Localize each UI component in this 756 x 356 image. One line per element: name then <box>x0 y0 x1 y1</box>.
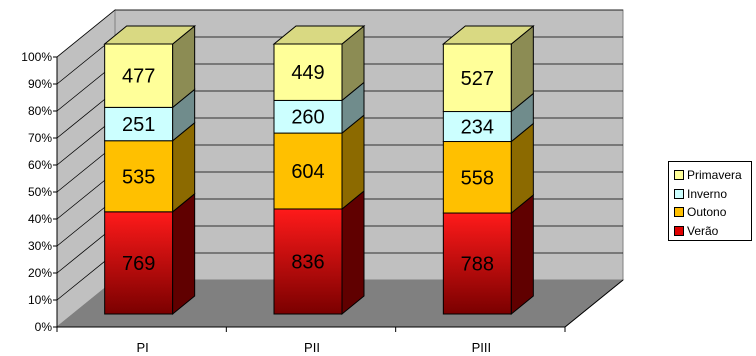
bar-segment <box>273 208 343 315</box>
bar-segment <box>442 111 512 143</box>
y-tick-label: 70% <box>28 131 52 145</box>
data-label: 260 <box>291 107 324 129</box>
bar-segment <box>104 106 174 142</box>
bar-segment <box>104 211 174 315</box>
data-label: 788 <box>461 254 494 276</box>
floor-edge <box>564 279 624 328</box>
y-tick-label: 50% <box>28 185 52 199</box>
legend-item-primavera: Primavera <box>674 166 751 185</box>
data-label: 769 <box>122 253 155 275</box>
data-label: 449 <box>291 62 324 84</box>
bar-stack-pii: 836 604 260 449 <box>272 24 366 316</box>
y-tick-label: 90% <box>28 77 52 91</box>
bar-top <box>103 25 197 45</box>
data-label: 836 <box>291 251 324 273</box>
bar-segment <box>273 43 343 101</box>
x-tick-label-pi: PI <box>137 340 149 355</box>
legend-swatch-outono <box>674 207 684 218</box>
data-label: 535 <box>122 166 155 188</box>
legend-label-inverno: Inverno <box>687 186 728 201</box>
data-label: 477 <box>122 66 155 88</box>
data-label: 558 <box>461 167 494 189</box>
legend-label-primavera: Primavera <box>687 168 742 183</box>
y-tick-label: 0% <box>35 320 53 334</box>
legend-swatch-primavera <box>674 170 684 181</box>
y-tick-label: 100% <box>21 50 52 64</box>
bar-top <box>441 25 535 45</box>
x-tick-label-pii: PII <box>304 340 320 355</box>
x-tick-label-piii: PIII <box>472 340 492 355</box>
legend-swatch-verao <box>674 225 684 236</box>
legend-item-inverno: Inverno <box>674 185 751 204</box>
bar-segment-side <box>172 192 196 316</box>
bar-stack-pi: 769 535 251 477 <box>103 24 197 316</box>
tick-labels: 0% 10% 20% 30% 40% 50% 60% 70% 80% 90% 100% PI PII PI… <box>21 50 491 355</box>
bar-segment-side <box>341 189 365 316</box>
bar-segment <box>442 141 512 214</box>
data-label: 604 <box>291 161 324 183</box>
bar-segment <box>104 140 174 213</box>
gridline <box>56 9 623 58</box>
bar-segment <box>104 43 174 108</box>
legend-item-verao: Verão <box>674 222 751 241</box>
y-tick-label: 10% <box>28 293 52 307</box>
y-tick-label: 60% <box>28 158 52 172</box>
y-tick-label: 30% <box>28 239 52 253</box>
bar-segment-side <box>510 193 534 316</box>
legend-swatch-inverno <box>674 188 684 199</box>
y-tick-label: 40% <box>28 212 52 226</box>
data-label: 251 <box>122 114 155 136</box>
legend-label-outono: Outono <box>687 205 727 220</box>
axes <box>53 56 624 332</box>
bar-segment <box>442 212 512 315</box>
bar-stack-piii: 788 558 234 527 <box>441 24 535 316</box>
bar-top <box>272 25 366 45</box>
y-tick-label: 80% <box>28 104 52 118</box>
legend: Primavera Inverno Outono Verão <box>668 161 752 241</box>
legend-item-outono: Outono <box>674 203 751 222</box>
bar-segment <box>273 99 343 134</box>
bar-segment <box>273 132 343 210</box>
legend-label-verao: Verão <box>687 223 719 238</box>
y-tick-label: 20% <box>28 266 52 280</box>
data-label: 234 <box>461 117 494 139</box>
bars: 769 535 251 477 836 604 260 449 788 558 234 527 <box>103 24 535 316</box>
data-label: 527 <box>461 68 494 90</box>
